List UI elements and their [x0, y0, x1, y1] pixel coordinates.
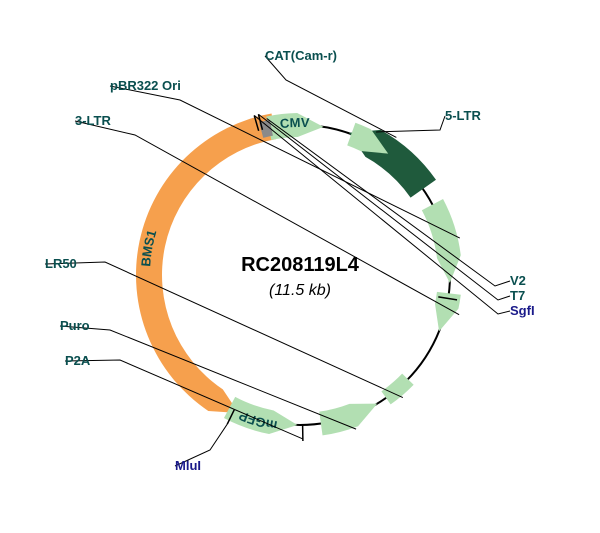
label: 3-LTR [75, 113, 111, 128]
label: LR50 [45, 256, 77, 271]
label: Puro [60, 318, 90, 333]
label: 5-LTR [445, 108, 481, 123]
label: V2 [510, 273, 526, 288]
plasmid-name: RC208119L4 [241, 254, 360, 276]
feature-label-cmv: CMV [279, 115, 310, 131]
label: MluI [175, 458, 201, 473]
leader-line [376, 116, 445, 132]
feature-pbr322 [422, 199, 461, 283]
leader-line [45, 262, 403, 398]
label: pBR322 Ori [110, 78, 181, 93]
label: CAT(Cam-r) [265, 48, 337, 63]
plasmid-size: (11.5 kb) [269, 282, 331, 299]
feature-puro [319, 404, 377, 436]
label: T7 [510, 288, 525, 303]
label: P2A [65, 353, 91, 368]
label: SgfI [510, 303, 535, 318]
leader-line [60, 326, 356, 429]
